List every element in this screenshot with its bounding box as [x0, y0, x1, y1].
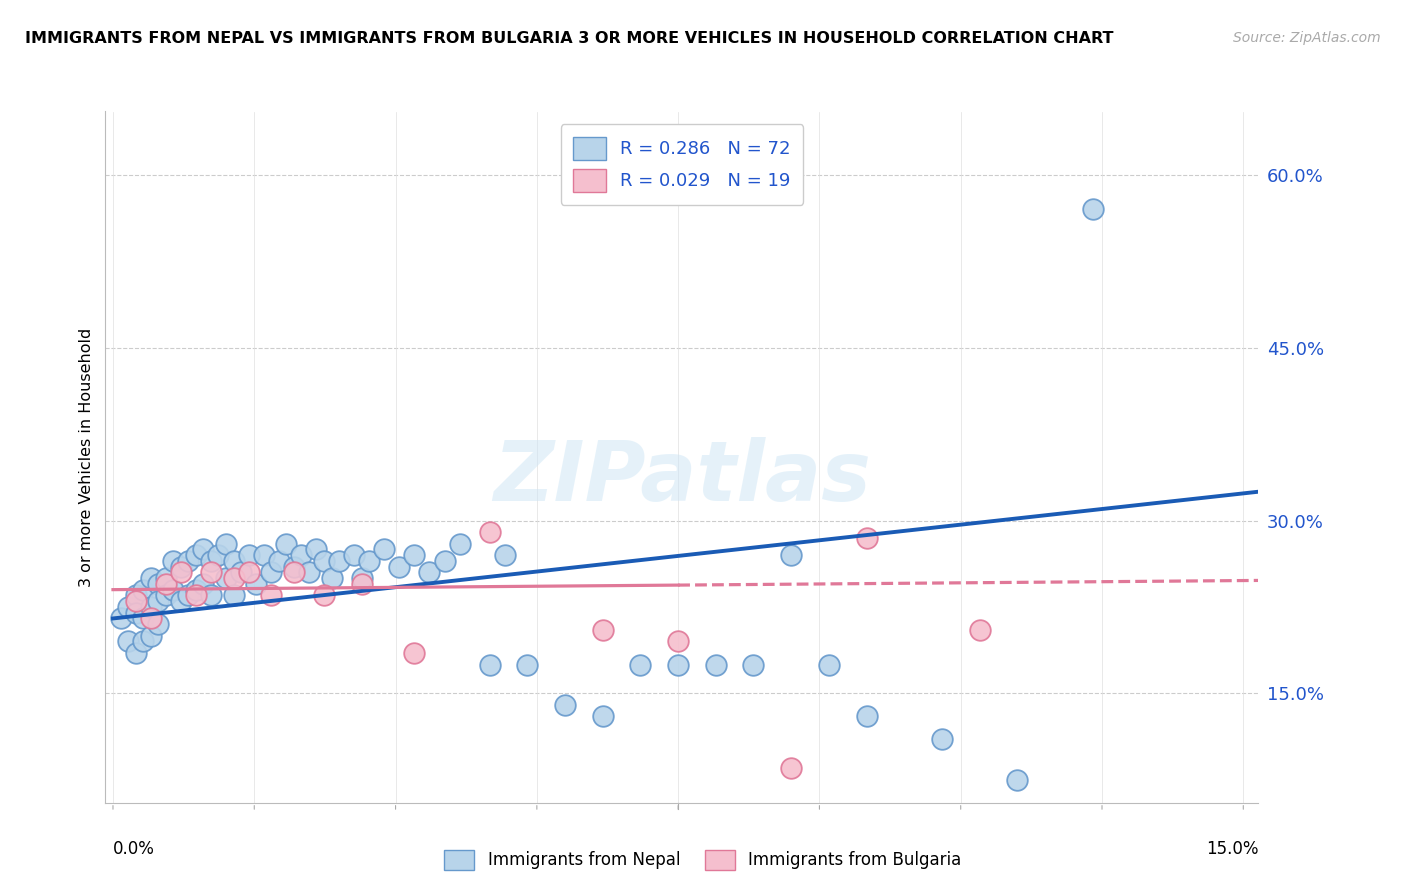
Point: [139, 611, 162, 625]
Point: [260, 589, 283, 603]
Point: [139, 571, 162, 585]
Point: [312, 554, 335, 568]
Point: [780, 761, 803, 775]
Point: [418, 566, 440, 580]
Point: [139, 599, 162, 614]
Point: [207, 548, 229, 562]
Point: [162, 554, 184, 568]
Point: [245, 577, 267, 591]
Point: [630, 657, 652, 672]
Point: [184, 548, 207, 562]
Point: [373, 542, 395, 557]
Point: [780, 548, 803, 562]
Point: [184, 589, 207, 603]
Point: [704, 657, 727, 672]
Point: [359, 554, 381, 568]
Point: [110, 611, 132, 625]
Point: [516, 657, 538, 672]
Text: IMMIGRANTS FROM NEPAL VS IMMIGRANTS FROM BULGARIA 3 OR MORE VEHICLES IN HOUSEHOL: IMMIGRANTS FROM NEPAL VS IMMIGRANTS FROM…: [25, 31, 1114, 46]
Point: [350, 577, 373, 591]
Point: [388, 559, 411, 574]
Point: [328, 554, 350, 568]
Point: [170, 559, 193, 574]
Text: 0.0%: 0.0%: [112, 839, 155, 858]
Point: [200, 554, 222, 568]
Point: [855, 709, 877, 723]
Point: [132, 582, 155, 597]
Point: [276, 536, 298, 550]
Point: [155, 589, 177, 603]
Text: Source: ZipAtlas.com: Source: ZipAtlas.com: [1233, 31, 1381, 45]
Point: [478, 524, 501, 539]
Legend: Immigrants from Nepal, Immigrants from Bulgaria: Immigrants from Nepal, Immigrants from B…: [437, 843, 969, 877]
Point: [193, 577, 215, 591]
Point: [215, 536, 238, 550]
Point: [155, 577, 177, 591]
Point: [433, 554, 456, 568]
Point: [170, 566, 193, 580]
Point: [666, 657, 689, 672]
Point: [124, 589, 146, 603]
Point: [312, 589, 335, 603]
Point: [177, 589, 200, 603]
Point: [148, 617, 170, 632]
Point: [162, 582, 184, 597]
Point: [742, 657, 765, 672]
Point: [855, 531, 877, 545]
Point: [139, 629, 162, 643]
Point: [404, 548, 426, 562]
Point: [818, 657, 841, 672]
Text: ZIPatlas: ZIPatlas: [494, 437, 870, 518]
Point: [350, 571, 373, 585]
Point: [478, 657, 501, 672]
Point: [290, 548, 312, 562]
Point: [592, 709, 614, 723]
Point: [132, 611, 155, 625]
Point: [124, 646, 146, 660]
Point: [155, 571, 177, 585]
Point: [238, 548, 260, 562]
Point: [666, 634, 689, 648]
Point: [222, 571, 245, 585]
Point: [193, 542, 215, 557]
Point: [184, 582, 207, 597]
Point: [969, 623, 991, 637]
Point: [200, 566, 222, 580]
Point: [343, 548, 366, 562]
Point: [449, 536, 471, 550]
Point: [200, 589, 222, 603]
Point: [148, 594, 170, 608]
Point: [283, 566, 305, 580]
Point: [132, 634, 155, 648]
Point: [298, 566, 321, 580]
Point: [931, 732, 953, 747]
Point: [494, 548, 516, 562]
Point: [222, 589, 245, 603]
Point: [260, 566, 283, 580]
Point: [1005, 772, 1028, 787]
Point: [229, 566, 252, 580]
Point: [215, 571, 238, 585]
Point: [170, 594, 193, 608]
Point: [117, 634, 139, 648]
Point: [124, 606, 146, 620]
Point: [177, 554, 200, 568]
Point: [253, 548, 276, 562]
Point: [267, 554, 290, 568]
Point: [305, 542, 328, 557]
Point: [404, 646, 426, 660]
Point: [117, 599, 139, 614]
Text: 15.0%: 15.0%: [1206, 839, 1258, 858]
Point: [148, 577, 170, 591]
Point: [222, 554, 245, 568]
Point: [238, 566, 260, 580]
Point: [321, 571, 343, 585]
Point: [1081, 202, 1104, 217]
Point: [124, 594, 146, 608]
Point: [554, 698, 576, 712]
Point: [283, 559, 305, 574]
Point: [592, 623, 614, 637]
Legend: R = 0.286   N = 72, R = 0.029   N = 19: R = 0.286 N = 72, R = 0.029 N = 19: [561, 124, 803, 204]
Y-axis label: 3 or more Vehicles in Household: 3 or more Vehicles in Household: [79, 327, 94, 587]
